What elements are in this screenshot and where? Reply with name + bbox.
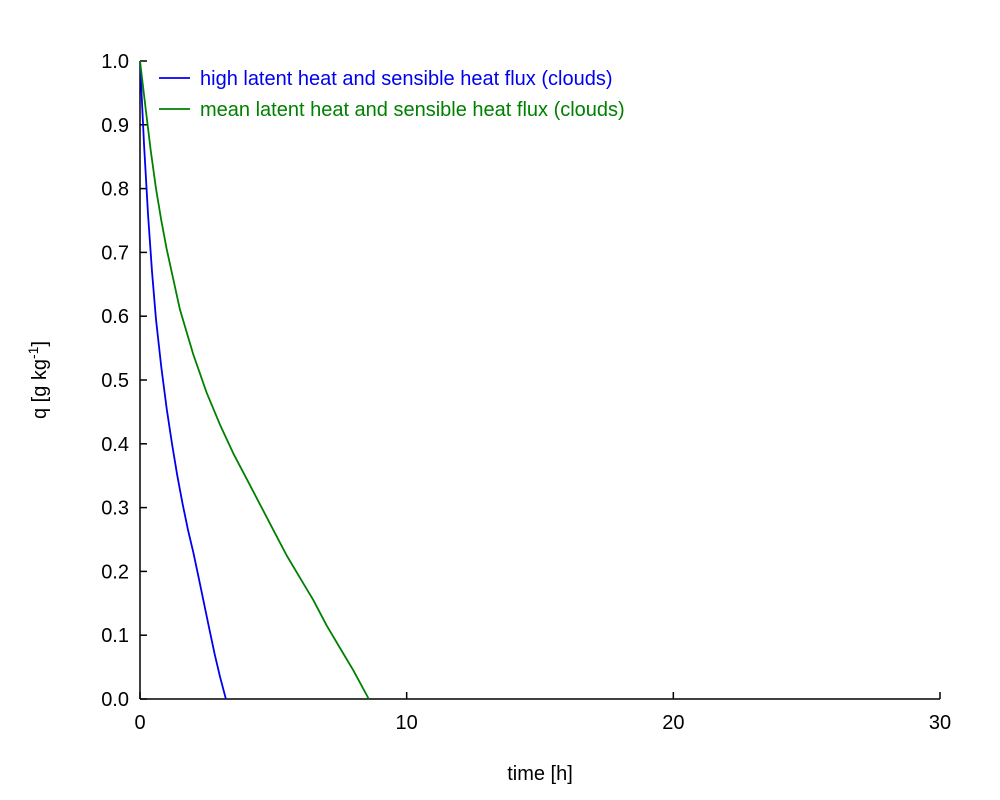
- x-tick-label: 10: [396, 712, 418, 734]
- legend-label-1: high latent heat and sensible heat flux …: [200, 68, 613, 90]
- legend-label-2: mean latent heat and sensible heat flux …: [200, 99, 625, 121]
- y-tick-label: 1.0: [101, 51, 129, 73]
- y-tick-label: 0.7: [101, 242, 129, 264]
- y-axis-label-suffix: ]: [29, 341, 51, 347]
- series-line-2: [139, 60, 370, 700]
- y-axis-label: q [g kg-1]: [25, 341, 51, 419]
- y-tick-label: 0.2: [101, 561, 129, 583]
- y-axis-ticks: 0.0 0.1 0.2 0.3 0.4 0.5 0.6 0.7 0.8 0.9 1.0: [101, 51, 147, 711]
- series-line-1: [139, 60, 227, 700]
- x-tick-label: 30: [929, 712, 951, 734]
- x-tick-label: 0: [134, 712, 145, 734]
- axes: [139, 61, 940, 700]
- y-tick-label: 0.8: [101, 179, 129, 201]
- y-tick-label: 0.1: [101, 625, 129, 647]
- x-axis-ticks: 0 10 20 30: [134, 692, 951, 734]
- y-tick-label: 0.5: [101, 370, 129, 392]
- y-tick-label: 0.4: [101, 434, 129, 456]
- data-series: [139, 60, 370, 700]
- x-axis-label: time [h]: [507, 763, 573, 785]
- y-tick-label: 0.9: [101, 115, 129, 137]
- y-tick-label: 0.0: [101, 689, 129, 711]
- y-axis-label-base: q [g kg: [29, 359, 51, 419]
- legend: high latent heat and sensible heat flux …: [159, 68, 625, 121]
- x-tick-label: 20: [662, 712, 684, 734]
- y-axis-label-superscript: -1: [25, 346, 41, 359]
- y-tick-label: 0.3: [101, 498, 129, 520]
- y-tick-label: 0.6: [101, 306, 129, 328]
